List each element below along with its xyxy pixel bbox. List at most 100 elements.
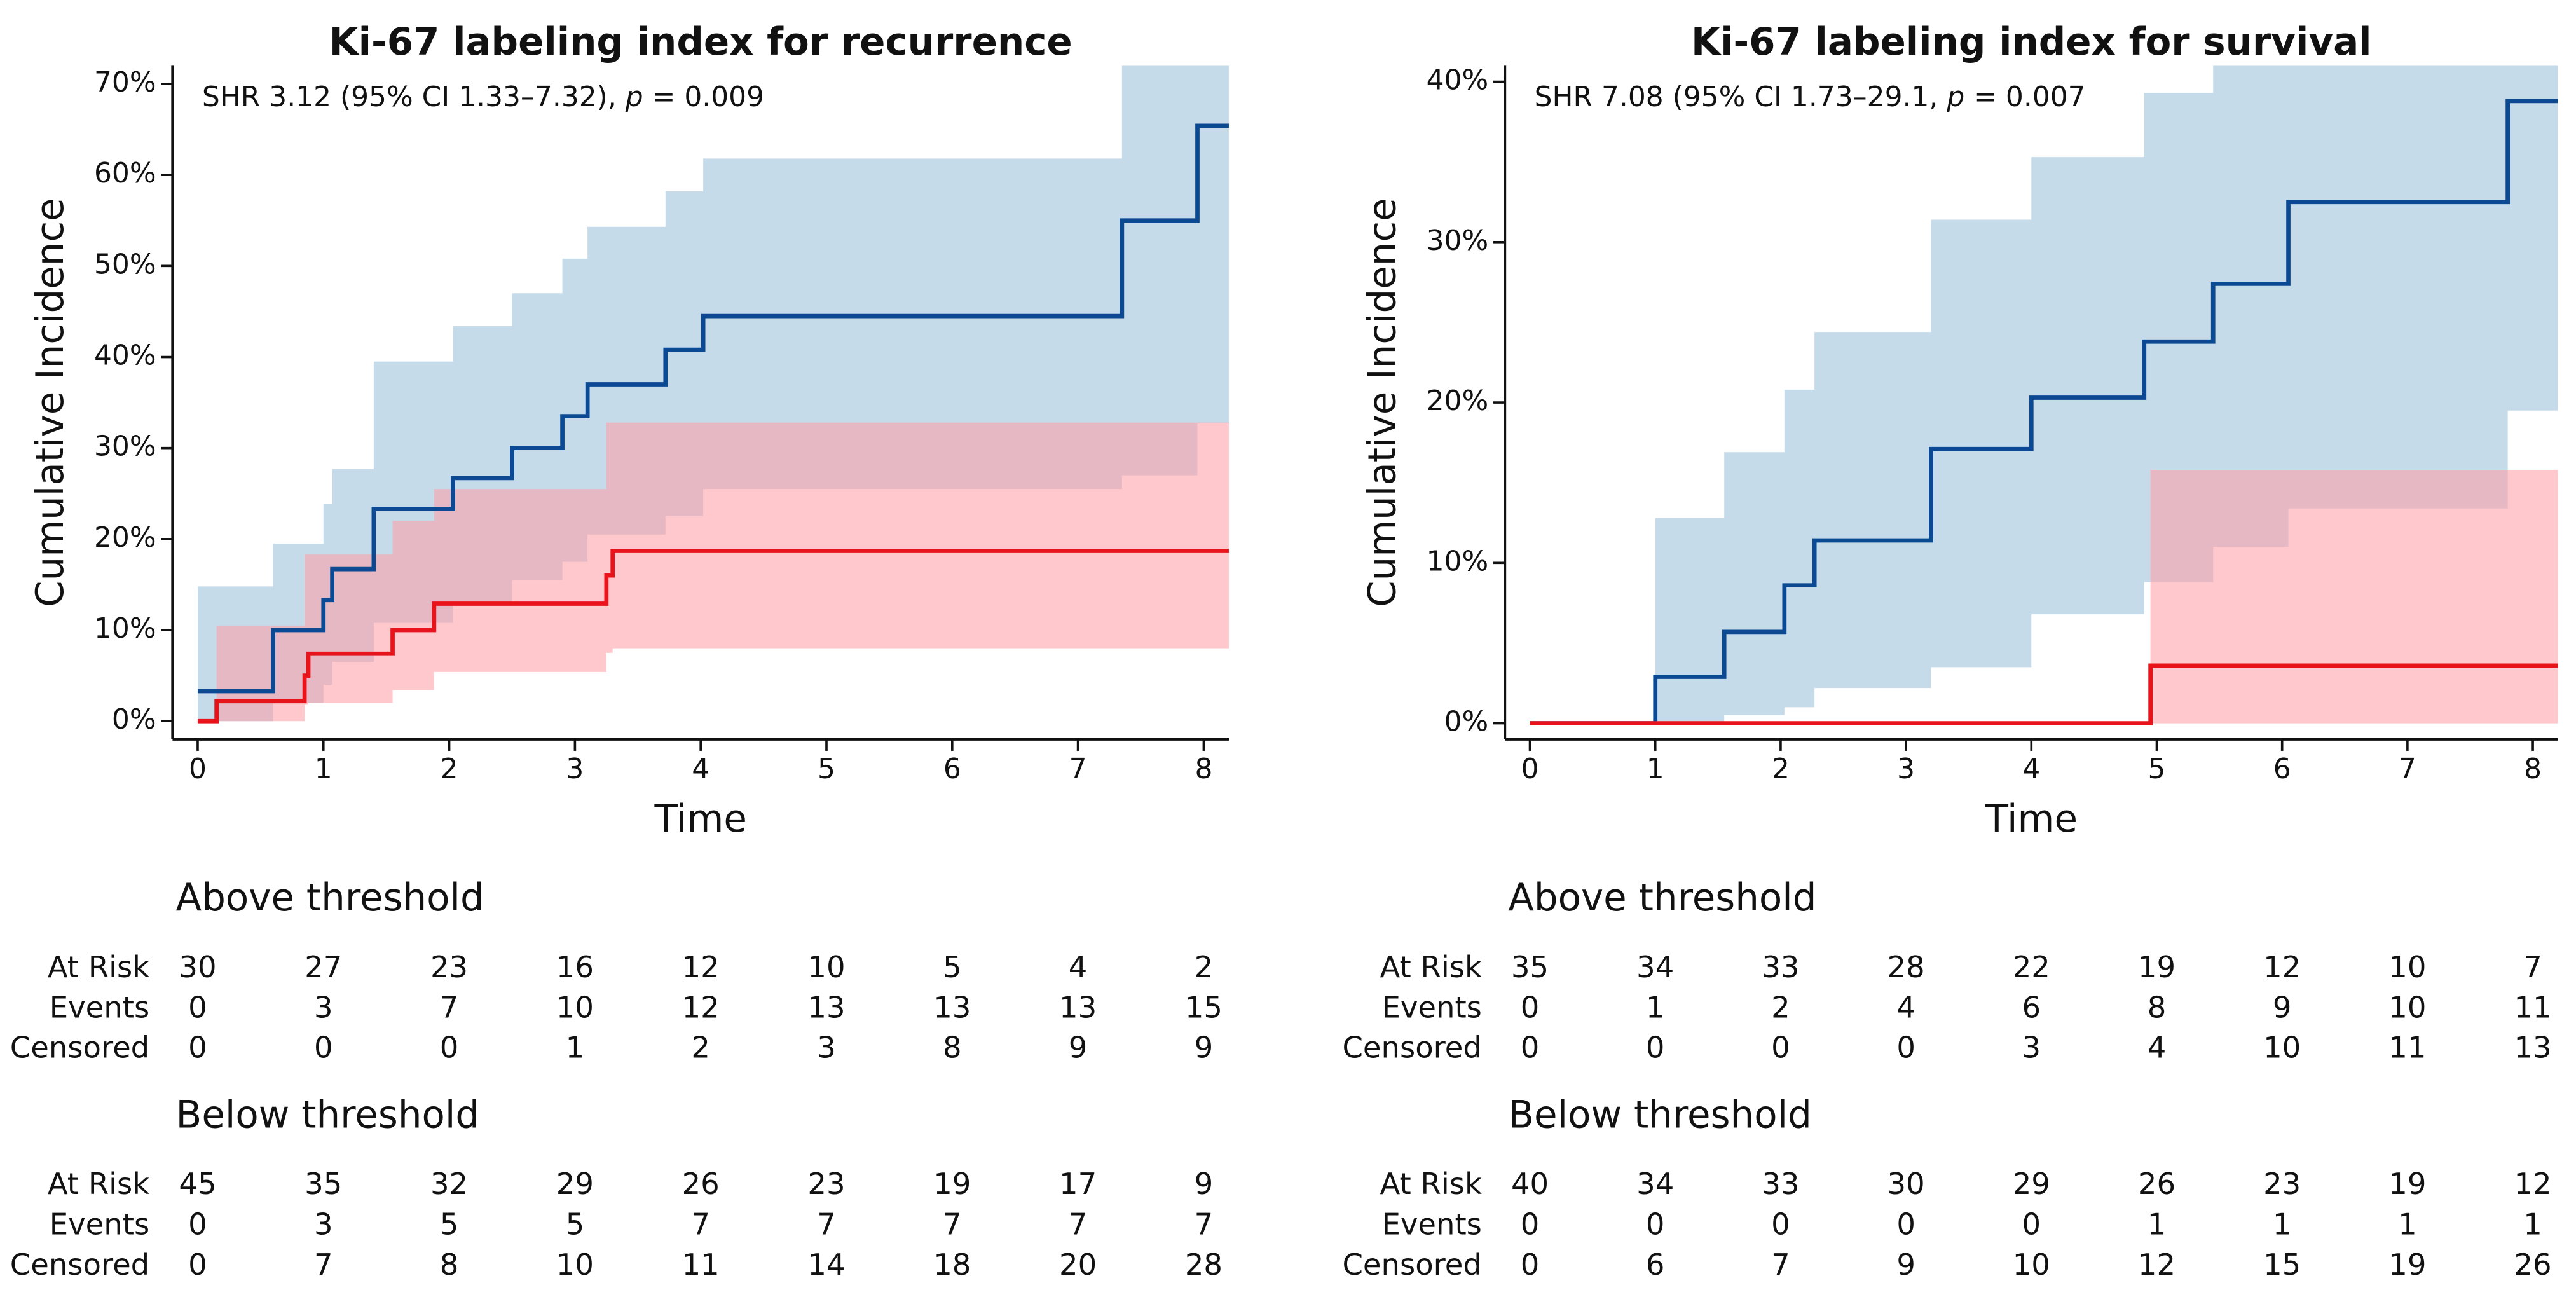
risk-value: 8 <box>2148 990 2167 1024</box>
x-axis-label: Time <box>654 797 746 841</box>
risk-value: 45 <box>179 1167 216 1201</box>
risk-value: 7 <box>1195 1207 1214 1242</box>
risk-value: 3 <box>314 990 333 1024</box>
risk-value: 32 <box>430 1167 468 1201</box>
risk-group-title: Below threshold <box>176 1093 480 1137</box>
risk-value: 3 <box>817 1031 836 1065</box>
risk-value: 0 <box>1521 990 1540 1024</box>
risk-value: 13 <box>1059 990 1097 1024</box>
risk-value: 29 <box>2013 1167 2050 1201</box>
risk-value: 7 <box>440 990 459 1024</box>
risk-value: 20 <box>1059 1247 1097 1282</box>
risk-value: 26 <box>2514 1247 2551 1282</box>
risk-value: 0 <box>188 1031 207 1065</box>
risk-value: 0 <box>188 1247 207 1282</box>
annotation: SHR 3.12 (95% CI 1.33–7.32), p = 0.009 <box>202 81 764 113</box>
risk-value: 35 <box>1511 950 1549 984</box>
x-tick-label: 3 <box>1897 753 1915 785</box>
risk-value: 10 <box>2013 1247 2050 1282</box>
x-tick-label: 4 <box>2022 753 2040 785</box>
risk-value: 30 <box>1887 1167 1925 1201</box>
risk-value: 0 <box>1771 1031 1790 1065</box>
x-tick-label: 8 <box>2524 753 2542 785</box>
y-tick-label: 0% <box>1444 706 1489 738</box>
risk-value: 0 <box>1521 1247 1540 1282</box>
y-tick-label: 10% <box>1427 545 1489 577</box>
y-tick-label: 10% <box>94 612 156 645</box>
risk-value: 19 <box>2138 950 2175 984</box>
risk-value: 5 <box>440 1207 459 1242</box>
x-tick-label: 3 <box>566 753 584 785</box>
risk-group-title: Below threshold <box>1508 1093 1812 1137</box>
risk-value: 12 <box>2263 950 2301 984</box>
risk-value: 22 <box>2013 950 2050 984</box>
risk-value: 28 <box>1185 1247 1223 1282</box>
x-tick-label: 0 <box>1521 753 1539 785</box>
risk-value: 1 <box>2273 1207 2292 1242</box>
y-tick-label: 50% <box>94 248 156 280</box>
risk-value: 27 <box>305 950 342 984</box>
risk-value: 7 <box>691 1207 710 1242</box>
y-tick-label: 40% <box>94 340 156 372</box>
y-tick-label: 20% <box>94 521 156 554</box>
risk-value: 10 <box>807 950 845 984</box>
annotation-part: = 0.007 <box>1964 81 2085 113</box>
risk-value: 12 <box>682 950 720 984</box>
chart-title: Ki-67 labeling index for recurrence <box>329 20 1072 64</box>
step-line <box>1530 99 2558 725</box>
risk-value: 7 <box>1069 1207 1088 1242</box>
risk-value: 0 <box>1771 1207 1790 1242</box>
risk-value: 12 <box>2514 1167 2551 1201</box>
y-tick-label: 0% <box>112 703 156 736</box>
annotation-part: p <box>625 81 643 113</box>
y-tick-label: 30% <box>94 430 156 463</box>
risk-value: 4 <box>2148 1031 2167 1065</box>
x-tick-label: 6 <box>2273 753 2291 785</box>
risk-value: 0 <box>188 990 207 1024</box>
y-tick-label: 40% <box>1427 64 1489 97</box>
step-line <box>197 123 1229 694</box>
risk-value: 34 <box>1636 1167 1674 1201</box>
risk-row-label: Events <box>1381 1207 1481 1242</box>
risk-value: 1 <box>2523 1207 2542 1242</box>
risk-value: 40 <box>1511 1167 1549 1201</box>
risk-row-label: Events <box>50 1207 149 1242</box>
risk-value: 35 <box>305 1167 342 1201</box>
risk-value: 14 <box>807 1247 845 1282</box>
risk-value: 10 <box>2388 990 2426 1024</box>
risk-value: 16 <box>556 950 594 984</box>
ci-band <box>1530 65 2558 724</box>
risk-row-label: At Risk <box>48 1167 149 1201</box>
risk-value: 3 <box>314 1207 333 1242</box>
chart-title: Ki-67 labeling index for survival <box>1691 20 2372 64</box>
risk-value: 17 <box>1059 1167 1097 1201</box>
risk-value: 19 <box>2388 1247 2426 1282</box>
risk-value: 34 <box>1636 950 1674 984</box>
risk-value: 8 <box>440 1247 459 1282</box>
risk-value: 19 <box>933 1167 971 1201</box>
risk-row-label: Censored <box>10 1247 149 1282</box>
x-tick-label: 5 <box>2148 753 2166 785</box>
risk-value: 7 <box>2523 950 2542 984</box>
risk-value: 1 <box>566 1031 585 1065</box>
risk-value: 10 <box>2388 950 2426 984</box>
step-line <box>1530 663 2558 725</box>
risk-value: 4 <box>1896 990 1915 1024</box>
risk-value: 12 <box>682 990 720 1024</box>
x-tick-label: 2 <box>1772 753 1790 785</box>
risk-value: 13 <box>2514 1031 2551 1065</box>
annotation-part: = 0.009 <box>643 81 764 113</box>
ci-band <box>197 422 1229 722</box>
risk-group-title: Above threshold <box>176 876 484 920</box>
x-tick-label: 1 <box>1647 753 1664 785</box>
risk-row-label: Events <box>1381 990 1481 1024</box>
y-axis-label: Cumulative Incidence <box>1361 198 1405 607</box>
y-tick-label: 30% <box>1427 224 1489 257</box>
risk-value: 2 <box>1771 990 1790 1024</box>
y-tick-label: 70% <box>94 66 156 99</box>
risk-value: 4 <box>1069 950 1088 984</box>
risk-value: 9 <box>1069 1031 1088 1065</box>
plot-area <box>197 65 1229 724</box>
annotation-part: SHR 3.12 (95% CI 1.33–7.32), <box>202 81 626 113</box>
